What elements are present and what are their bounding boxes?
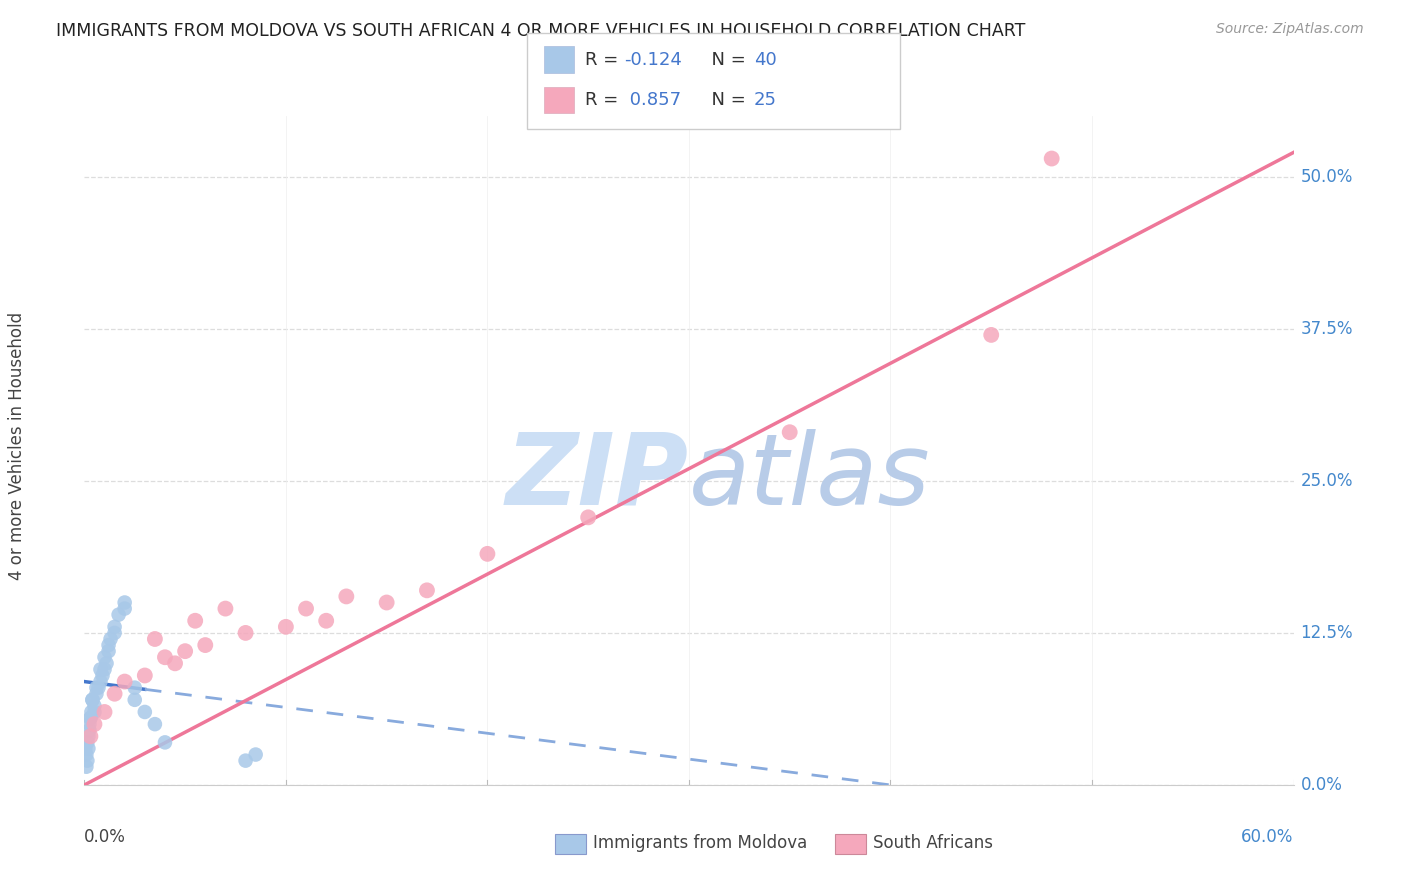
Point: [124, 693, 146, 707]
Point: [235, 754, 257, 768]
Text: 0.857: 0.857: [624, 91, 682, 109]
Text: 40: 40: [754, 51, 776, 69]
Point: [83, 705, 105, 719]
Point: [77, 741, 100, 756]
Point: [214, 601, 236, 615]
Point: [79, 711, 101, 725]
Point: [86, 687, 108, 701]
Point: [235, 626, 257, 640]
Point: [86, 681, 108, 695]
Point: [79, 729, 101, 743]
Point: [315, 614, 337, 628]
Point: [89, 674, 111, 689]
Point: [143, 717, 166, 731]
Point: [779, 425, 801, 440]
Point: [91, 668, 114, 682]
Point: [104, 620, 127, 634]
Text: 25: 25: [754, 91, 776, 109]
Point: [87, 681, 110, 695]
Point: [83, 717, 105, 731]
Point: [83, 698, 105, 713]
Point: [107, 607, 129, 622]
Point: [75, 760, 97, 774]
Text: N =: N =: [700, 91, 752, 109]
Point: [79, 723, 101, 738]
Text: -0.124: -0.124: [624, 51, 682, 69]
Point: [335, 590, 357, 604]
Text: South Africans: South Africans: [873, 834, 993, 852]
Point: [174, 644, 197, 658]
Point: [97, 638, 120, 652]
Text: 25.0%: 25.0%: [1301, 472, 1353, 490]
Text: 0.0%: 0.0%: [84, 828, 127, 846]
Point: [104, 626, 127, 640]
Text: 0.0%: 0.0%: [1301, 776, 1343, 794]
Point: [97, 644, 120, 658]
Point: [77, 729, 100, 743]
Text: R =: R =: [585, 51, 624, 69]
Point: [93, 705, 115, 719]
Point: [89, 662, 111, 676]
Point: [143, 632, 166, 646]
Point: [194, 638, 217, 652]
Point: [274, 620, 297, 634]
Point: [1040, 152, 1063, 166]
Point: [80, 705, 103, 719]
Point: [980, 327, 1002, 342]
Text: atlas: atlas: [689, 429, 931, 525]
Point: [134, 705, 156, 719]
Point: [134, 668, 156, 682]
Text: 50.0%: 50.0%: [1301, 168, 1353, 186]
Text: 4 or more Vehicles in Household: 4 or more Vehicles in Household: [8, 312, 25, 580]
Point: [416, 583, 439, 598]
Point: [477, 547, 499, 561]
Point: [82, 693, 104, 707]
Point: [114, 601, 136, 615]
Point: [76, 735, 98, 749]
Point: [576, 510, 599, 524]
Point: [93, 662, 115, 676]
Point: [245, 747, 267, 762]
Point: [153, 735, 176, 749]
Text: 37.5%: 37.5%: [1301, 320, 1353, 338]
Point: [153, 650, 176, 665]
Point: [124, 681, 146, 695]
Point: [79, 711, 101, 725]
Point: [100, 632, 122, 646]
Point: [165, 657, 187, 671]
Point: [375, 595, 398, 609]
Point: [82, 693, 104, 707]
Text: 60.0%: 60.0%: [1241, 828, 1294, 846]
Point: [79, 717, 101, 731]
Text: 12.5%: 12.5%: [1301, 624, 1353, 642]
Point: [75, 747, 97, 762]
Text: N =: N =: [700, 51, 752, 69]
Point: [76, 754, 98, 768]
Text: IMMIGRANTS FROM MOLDOVA VS SOUTH AFRICAN 4 OR MORE VEHICLES IN HOUSEHOLD CORRELA: IMMIGRANTS FROM MOLDOVA VS SOUTH AFRICAN…: [56, 22, 1025, 40]
Text: R =: R =: [585, 91, 624, 109]
Point: [104, 687, 127, 701]
Point: [114, 595, 136, 609]
Point: [93, 650, 115, 665]
Point: [184, 614, 207, 628]
Text: ZIP: ZIP: [506, 429, 689, 525]
Text: Source: ZipAtlas.com: Source: ZipAtlas.com: [1216, 22, 1364, 37]
Point: [75, 741, 97, 756]
Point: [295, 601, 318, 615]
Point: [96, 657, 118, 671]
Point: [114, 674, 136, 689]
Text: Immigrants from Moldova: Immigrants from Moldova: [593, 834, 807, 852]
